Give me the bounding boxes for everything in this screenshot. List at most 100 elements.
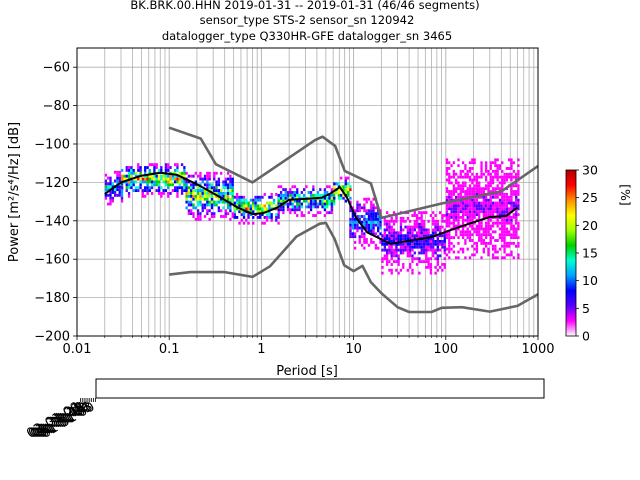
density-cell xyxy=(370,229,373,233)
density-cell xyxy=(406,228,410,232)
density-cell xyxy=(194,217,197,221)
density-cell xyxy=(427,231,430,235)
density-cell xyxy=(215,200,218,204)
density-cell xyxy=(420,260,423,264)
density-cell xyxy=(503,256,506,260)
density-cell xyxy=(199,197,202,201)
density-cell xyxy=(480,169,483,173)
density-cell xyxy=(187,192,191,195)
density-cell xyxy=(201,206,204,210)
density-cell xyxy=(420,251,423,255)
density-cell xyxy=(312,202,315,206)
density-cell xyxy=(429,257,433,261)
density-cell xyxy=(141,177,145,181)
density-cell xyxy=(300,205,303,209)
density-cell xyxy=(187,209,191,213)
density-cell xyxy=(118,191,121,194)
density-cell xyxy=(496,239,499,242)
density-cell xyxy=(512,204,515,208)
density-cell xyxy=(432,211,435,215)
density-cell xyxy=(358,235,361,239)
density-cell xyxy=(367,243,371,247)
density-cell xyxy=(351,206,354,210)
density-cell xyxy=(381,237,384,240)
x-tick-label: 0.1 xyxy=(159,342,180,357)
density-cell xyxy=(164,174,168,178)
density-cell xyxy=(174,186,177,190)
density-cell xyxy=(116,170,119,174)
density-cell xyxy=(210,212,214,216)
density-cell xyxy=(508,233,511,237)
density-cell xyxy=(208,200,211,204)
density-cell xyxy=(505,195,509,199)
density-cell xyxy=(501,236,504,240)
density-cell xyxy=(468,175,472,179)
density-cell xyxy=(505,175,509,179)
density-cell xyxy=(284,193,287,197)
density-cell xyxy=(496,221,499,225)
density-cell xyxy=(487,187,490,191)
density-cell xyxy=(491,190,495,193)
density-cell xyxy=(443,242,446,246)
x-axis-label: Period [s] xyxy=(276,364,338,379)
density-cell xyxy=(120,199,124,203)
density-cell xyxy=(484,236,488,240)
density-cell xyxy=(501,244,504,248)
density-cell xyxy=(270,195,273,199)
density-cell xyxy=(372,209,375,213)
density-cell xyxy=(517,227,520,231)
density-cell xyxy=(496,207,499,211)
density-cell xyxy=(510,233,513,237)
x-tick-label: 100 xyxy=(433,342,458,357)
density-cell xyxy=(377,235,380,239)
density-cell xyxy=(425,245,428,249)
density-cell xyxy=(448,172,451,176)
density-cell xyxy=(238,198,241,202)
density-cell xyxy=(296,205,299,209)
density-cell xyxy=(425,251,428,255)
density-cell xyxy=(111,188,114,192)
density-cell xyxy=(144,194,147,198)
density-cell xyxy=(383,254,386,258)
density-cell xyxy=(330,202,333,206)
density-cell xyxy=(217,206,221,210)
density-cell xyxy=(487,241,490,245)
density-cell xyxy=(487,224,490,228)
density-cell xyxy=(418,251,421,255)
density-cell xyxy=(390,240,393,243)
density-cell xyxy=(508,241,511,245)
density-cell xyxy=(107,185,110,189)
density-cell xyxy=(344,176,347,180)
density-cell xyxy=(425,231,428,235)
density-cell xyxy=(503,233,506,237)
density-cell xyxy=(415,222,419,226)
density-cell xyxy=(395,242,398,246)
density-cell xyxy=(309,193,313,197)
density-cell xyxy=(514,244,518,248)
density-cell xyxy=(300,202,303,206)
density-cell xyxy=(503,192,506,196)
density-cell xyxy=(222,194,225,198)
density-cell xyxy=(452,190,456,193)
density-cell xyxy=(349,229,352,233)
density-cell xyxy=(475,227,479,231)
density-cell xyxy=(284,188,287,192)
density-cell xyxy=(367,209,371,213)
density-cell xyxy=(406,225,410,229)
density-cell xyxy=(381,240,384,243)
density-cell xyxy=(277,196,280,200)
density-cell xyxy=(252,201,255,205)
density-cell xyxy=(385,234,389,238)
density-cell xyxy=(349,217,352,221)
density-cell xyxy=(494,195,497,199)
density-cell xyxy=(199,192,202,195)
density-cell xyxy=(358,215,361,218)
density-cell xyxy=(242,207,246,211)
density-cell xyxy=(215,183,218,187)
density-cell xyxy=(501,224,504,228)
density-cell xyxy=(420,225,423,229)
density-cell xyxy=(111,199,114,203)
density-cell xyxy=(132,189,135,192)
density-cell xyxy=(127,166,131,169)
density-cell xyxy=(141,194,145,198)
